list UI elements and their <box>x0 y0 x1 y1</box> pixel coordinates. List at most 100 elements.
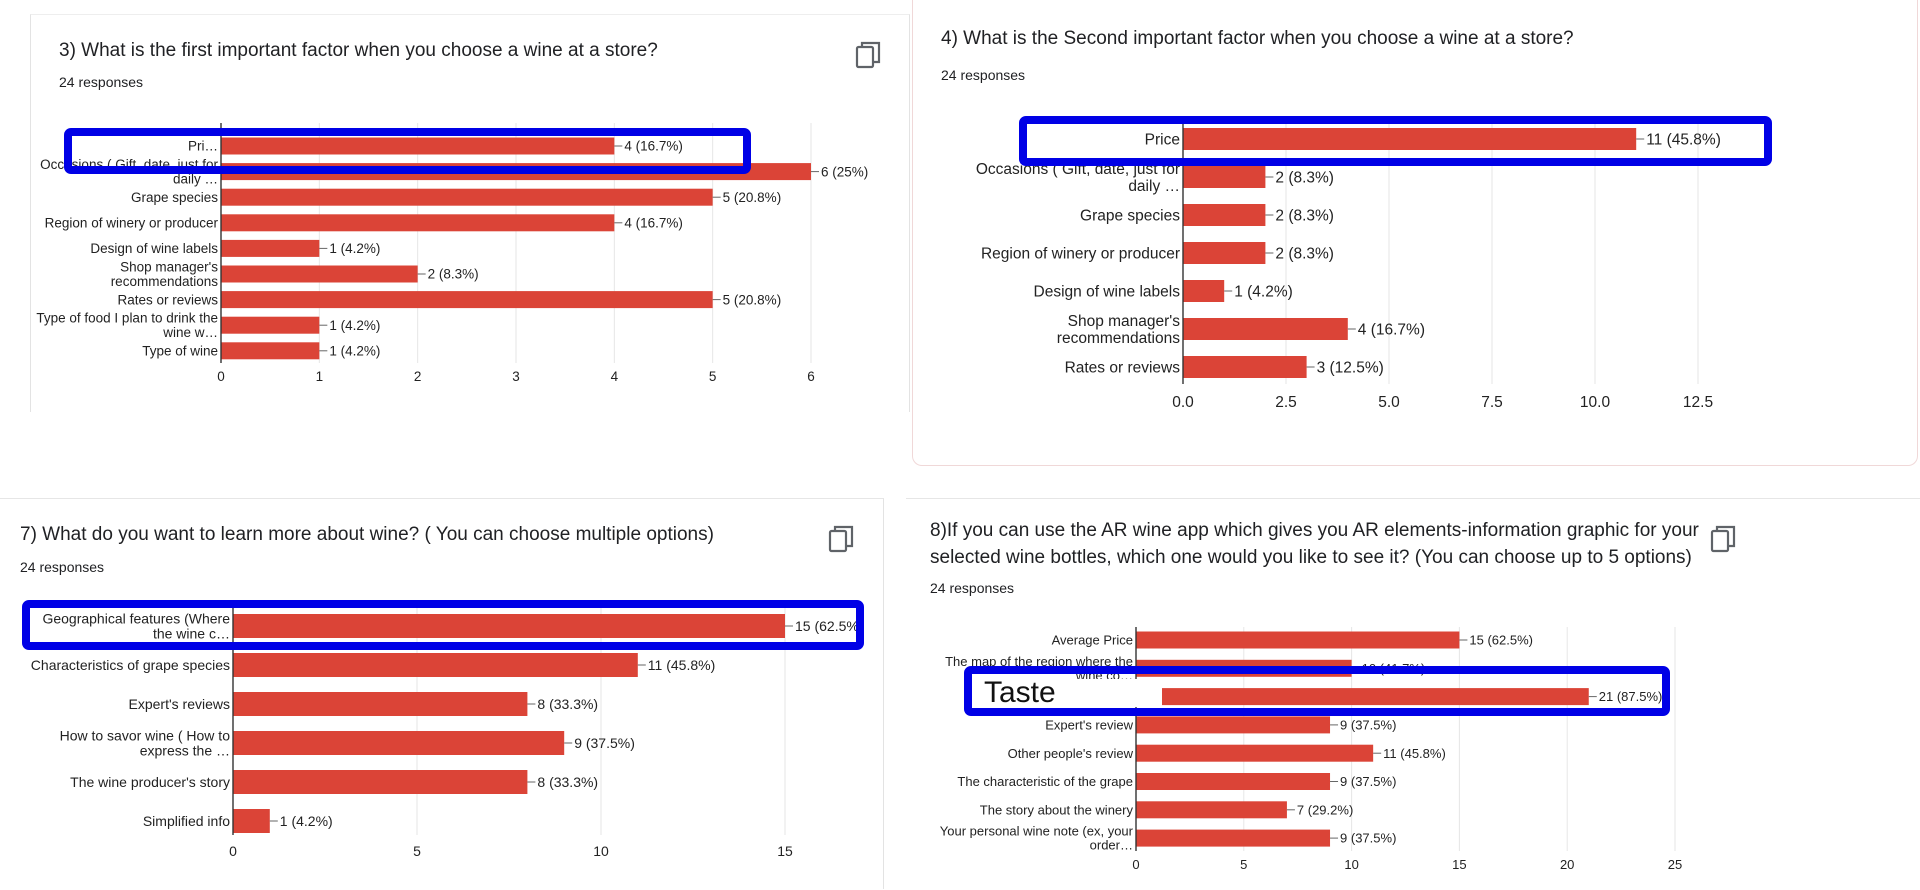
category-label: recommendations <box>1057 330 1180 347</box>
category-label: Geographical features (Where <box>42 610 230 626</box>
x-tick-label: 5 <box>1240 857 1247 872</box>
category-label: daily … <box>1128 178 1180 195</box>
value-label: 5 (20.8%) <box>723 190 782 205</box>
bar <box>233 653 638 677</box>
value-label: 9 (37.5%) <box>1340 831 1396 846</box>
category-label: Grape species <box>1080 207 1180 224</box>
x-tick-label: 2.5 <box>1275 394 1297 411</box>
value-label: 1 (4.2%) <box>1234 283 1293 300</box>
value-label: 8 (33.3%) <box>537 696 598 712</box>
category-label: Price <box>1145 131 1180 148</box>
value-label: 1 (4.2%) <box>329 241 380 256</box>
plot-area: 15 (62.5%) Geographical features (Whereth… <box>31 601 863 859</box>
category-label: wine co… <box>1075 668 1133 683</box>
value-label: 7 (29.2%) <box>1297 802 1353 817</box>
bar <box>1136 744 1374 762</box>
category-label: Your personal wine note (ex, your <box>940 824 1134 839</box>
value-label: 6 (25%) <box>821 164 868 179</box>
bar <box>1136 631 1460 649</box>
value-label: 2 (8.3%) <box>1275 207 1334 224</box>
bar <box>221 291 713 309</box>
question-title: 4) What is the Second important factor w… <box>941 28 1574 49</box>
category-label: Rates or reviews <box>1065 359 1181 376</box>
value-label: 2 (8.3%) <box>428 267 479 282</box>
bar <box>1136 829 1331 847</box>
bar <box>1136 716 1331 734</box>
value-label: 9 (37.5%) <box>574 735 635 751</box>
x-tick-label: 12.5 <box>1683 394 1713 411</box>
bar <box>233 809 270 833</box>
category-label: Region of winery or producer <box>45 216 219 231</box>
category-label: The story about the winery <box>980 802 1134 817</box>
value-label: 9 (37.5%) <box>1340 717 1396 732</box>
x-tick-label: 0 <box>229 843 237 859</box>
value-label: 10 (41.7%) <box>1362 661 1426 676</box>
bar <box>233 692 528 716</box>
category-label: Type of food I plan to drink the <box>36 311 218 326</box>
category-label: Characteristics of grape species <box>31 657 230 673</box>
category-label: Simplified info <box>143 813 230 829</box>
bar <box>221 137 615 155</box>
bar <box>1136 688 1589 706</box>
chart-panel-q8: 8)If you can use the AR wine app which g… <box>906 498 1920 889</box>
response-count: 24 responses <box>930 580 1015 596</box>
category-label: Type of wine <box>142 344 218 359</box>
value-label: 11 (45.8%) <box>648 657 715 673</box>
category-label: express the … <box>140 742 230 758</box>
chart-panel-q3: 3) What is the first important factor wh… <box>30 14 910 412</box>
category-label: Occasions ( Gift, date, just for <box>40 157 218 172</box>
category-label: Average Price <box>1052 633 1133 648</box>
value-label: 11 (45.8%) <box>1383 746 1446 761</box>
question-title: 3) What is the first important factor wh… <box>59 40 658 61</box>
response-count: 24 responses <box>941 67 1026 83</box>
bar <box>1183 242 1266 264</box>
category-label: How to savor wine ( How to <box>60 727 231 743</box>
x-tick-label: 5.0 <box>1378 394 1400 411</box>
bar-chart-q3: 4 (16.7%) Pri… 6 (25%) Occasions ( Gift, da… <box>36 123 868 384</box>
bar-chart-q4: 11 (45.8%) Price 2 (8.3%) Occasions ( Gift,… <box>976 120 1721 411</box>
category-label: The map of the region where the <box>945 654 1133 669</box>
x-tick-label: 15 <box>777 843 793 859</box>
value-label: 4 (16.7%) <box>624 216 683 231</box>
value-label: 1 (4.2%) <box>329 344 380 359</box>
copy-icon[interactable] <box>828 525 854 553</box>
question-title-line: selected wine bottles, which one would y… <box>930 547 1692 568</box>
value-label: 4 (16.7%) <box>1358 321 1425 338</box>
value-label: 4 (16.7%) <box>624 139 683 154</box>
bar <box>233 770 528 794</box>
value-label: 9 (37.5%) <box>1340 774 1396 789</box>
category-label: The characteristic of the grape <box>957 774 1133 789</box>
x-tick-label: 3 <box>512 369 520 384</box>
category-label: Shop manager's <box>1068 313 1181 330</box>
bar <box>1183 356 1307 378</box>
x-tick-label: 2 <box>414 369 422 384</box>
bar-chart-q8: 15 (62.5%) Average Price 10 (41.7%) The map… <box>940 627 1682 872</box>
value-label: 21 (87.5%) <box>1599 689 1663 704</box>
x-tick-label: 10.0 <box>1580 394 1611 411</box>
copy-icon[interactable] <box>1710 525 1736 553</box>
bar <box>1136 801 1287 819</box>
category-label: The wine producer's story <box>70 774 230 790</box>
copy-icon[interactable] <box>855 41 881 69</box>
bar <box>221 214 615 232</box>
bar <box>221 342 320 360</box>
bar <box>221 265 418 283</box>
value-label: 5 (20.8%) <box>723 292 782 307</box>
category-label: Pri… <box>188 139 218 154</box>
value-label: 1 (4.2%) <box>280 813 333 829</box>
bar <box>1183 280 1225 302</box>
x-tick-label: 25 <box>1668 857 1682 872</box>
value-label: 8 (33.3%) <box>537 774 598 790</box>
x-tick-label: 10 <box>593 843 609 859</box>
response-count: 24 responses <box>59 74 144 90</box>
category-label: wine w… <box>162 325 218 340</box>
category-label: Grape species <box>131 190 218 205</box>
x-tick-label: 0.0 <box>1172 394 1194 411</box>
response-count: 24 responses <box>20 559 105 575</box>
category-label: recommendations <box>111 274 219 289</box>
x-tick-label: 5 <box>709 369 717 384</box>
category-label: Expert's review <box>1045 717 1133 732</box>
x-tick-label: 5 <box>413 843 421 859</box>
value-label: 15 (62.5%) <box>1469 633 1533 648</box>
bar <box>1183 204 1266 226</box>
